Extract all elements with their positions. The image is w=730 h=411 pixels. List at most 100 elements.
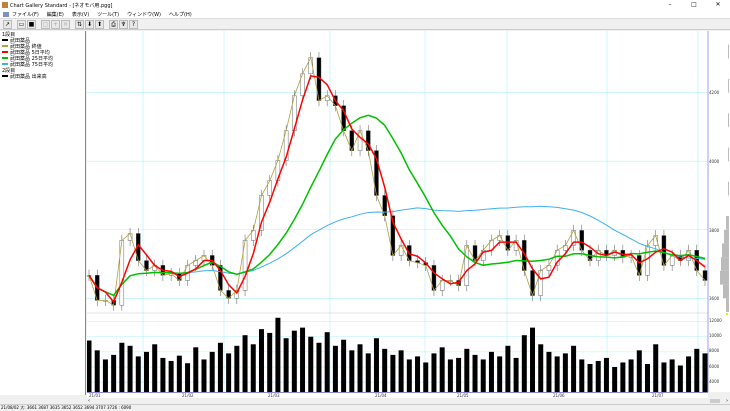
volume-bar bbox=[415, 356, 421, 392]
date-tick-label: 21/04 bbox=[375, 393, 387, 398]
volume-bar bbox=[349, 350, 355, 392]
legend-item[interactable]: 武田薬品 75日平均 bbox=[0, 61, 85, 68]
legend-item[interactable]: 武田薬品 終値 bbox=[0, 43, 85, 50]
pin-button[interactable]: ♆ bbox=[119, 19, 128, 29]
panel2-label: 2段目 bbox=[2, 67, 16, 74]
pin-icon: ♆ bbox=[120, 20, 127, 28]
date-tick-label: 21/06 bbox=[553, 393, 565, 398]
volume-bar bbox=[119, 342, 125, 392]
volume-bar bbox=[431, 353, 437, 392]
scroll-right-button[interactable]: › bbox=[726, 398, 728, 404]
volume-bar bbox=[702, 353, 708, 392]
arrow-up-icon: ⬆ bbox=[96, 20, 103, 28]
volume-bar bbox=[382, 348, 388, 392]
volume-bar bbox=[87, 340, 92, 392]
open-folder-icon: ▭ bbox=[18, 20, 25, 28]
close-price-line bbox=[88, 56, 706, 306]
volume-bar bbox=[694, 348, 700, 392]
ma25-line bbox=[88, 114, 706, 297]
menu-file[interactable]: ファイル(F) bbox=[12, 11, 39, 18]
window-title: Chart Gallery Standard - [ネオモバ用.pgg] bbox=[10, 2, 113, 9]
app-icon bbox=[2, 2, 8, 8]
maximize-button[interactable]: □ bbox=[691, 1, 697, 8]
volume-bar bbox=[332, 345, 338, 392]
scroll-thumb[interactable] bbox=[710, 399, 720, 403]
legend-swatch bbox=[2, 51, 8, 53]
price-volume-histogram-bar bbox=[728, 113, 729, 127]
price-volume-histogram-bar bbox=[726, 216, 729, 230]
legend-item[interactable]: 武田薬品 bbox=[0, 37, 85, 44]
volume-bar bbox=[258, 329, 264, 392]
price-tick-label: 3600 bbox=[709, 296, 720, 301]
volume-bar bbox=[275, 317, 281, 392]
menu-tools[interactable]: ツール(T) bbox=[97, 11, 120, 18]
ma5-line bbox=[88, 74, 706, 304]
date-tick-label: 21/07 bbox=[652, 393, 664, 398]
legend-label: 武田薬品 25日平均 bbox=[10, 55, 53, 62]
price-volume-histogram-bar bbox=[722, 243, 729, 258]
price-tick-label: 4200 bbox=[709, 90, 720, 95]
legend-label: 武田薬品 終値 bbox=[10, 43, 42, 50]
legend-swatch bbox=[2, 45, 8, 47]
stock-chart[interactable] bbox=[87, 31, 730, 392]
price-volume-histogram-bar bbox=[728, 181, 729, 196]
volume-bar bbox=[357, 344, 363, 392]
delete-button[interactable]: × bbox=[61, 19, 70, 29]
volume-bar bbox=[587, 363, 593, 392]
volume-bar bbox=[226, 353, 232, 392]
open-folder-button[interactable]: ▭ bbox=[17, 19, 26, 29]
add-button[interactable]: + bbox=[51, 19, 60, 29]
menu-edit[interactable]: 編集(E) bbox=[46, 11, 64, 18]
date-axis bbox=[87, 392, 708, 398]
volume-bar bbox=[152, 344, 158, 392]
title-bar: Chart Gallery Standard - [ネオモバ用.pgg] – □… bbox=[0, 0, 730, 10]
volume-bar bbox=[209, 351, 215, 392]
help-button[interactable]: ? bbox=[129, 19, 138, 29]
arrow-down-button[interactable]: ⬇ bbox=[85, 19, 94, 29]
close-button[interactable]: ✕ bbox=[715, 1, 721, 8]
price-volume-histogram-bar bbox=[720, 270, 729, 285]
volume-bar bbox=[111, 354, 117, 392]
copy-button[interactable]: ▢ bbox=[41, 19, 50, 29]
save-button[interactable]: ■ bbox=[27, 19, 36, 29]
ma75-line bbox=[88, 205, 706, 296]
volume-bar bbox=[127, 345, 133, 392]
volume-bar bbox=[341, 339, 347, 392]
volume-bar bbox=[472, 354, 478, 392]
volume-bar bbox=[579, 359, 585, 392]
volume-bar bbox=[447, 359, 453, 392]
menu-view[interactable]: 表示(V) bbox=[71, 11, 90, 18]
volume-bar bbox=[603, 357, 609, 392]
sort-button[interactable]: ⇅ bbox=[75, 19, 84, 29]
chart-button[interactable]: ↗ bbox=[3, 19, 12, 29]
menu-window[interactable]: ウィンドウ(W) bbox=[127, 11, 161, 18]
date-tick-label: 21/01 bbox=[89, 393, 101, 398]
price-volume-histogram-bar bbox=[728, 78, 729, 93]
volume-bar bbox=[242, 335, 248, 392]
volume-bar bbox=[365, 353, 371, 392]
volume-bar bbox=[677, 365, 683, 392]
arrow-up-button[interactable]: ⬆ bbox=[95, 19, 104, 29]
volume-bar bbox=[308, 336, 314, 392]
volume-tick-label: 4000 bbox=[709, 379, 720, 384]
copy-icon: ▢ bbox=[42, 20, 49, 28]
minimize-button[interactable]: – bbox=[668, 1, 672, 8]
horizontal-scrollbar[interactable]: ‹ › bbox=[87, 398, 730, 404]
volume-bar bbox=[406, 359, 412, 392]
document-icon[interactable] bbox=[3, 11, 9, 17]
volume-tick-label: 10000 bbox=[709, 333, 722, 338]
volume-bar bbox=[538, 344, 544, 392]
scroll-left-button[interactable]: ‹ bbox=[88, 398, 90, 404]
date-tick-label: 21/05 bbox=[457, 393, 469, 398]
legend-item[interactable]: 武田薬品 5日平均 bbox=[0, 49, 85, 56]
volume-bar bbox=[160, 357, 166, 392]
volume-bar bbox=[571, 345, 577, 392]
print-button[interactable]: ⎙ bbox=[109, 19, 118, 29]
menu-help[interactable]: ヘルプ(H) bbox=[169, 11, 192, 18]
legend-item[interactable]: 武田薬品 出来高 bbox=[0, 73, 85, 80]
date-tick-label: 21/02 bbox=[182, 393, 194, 398]
legend-item[interactable]: 武田薬品 25日平均 bbox=[0, 55, 85, 62]
volume-bar bbox=[530, 327, 536, 392]
volume-bar bbox=[456, 357, 462, 392]
volume-bar bbox=[250, 344, 256, 392]
